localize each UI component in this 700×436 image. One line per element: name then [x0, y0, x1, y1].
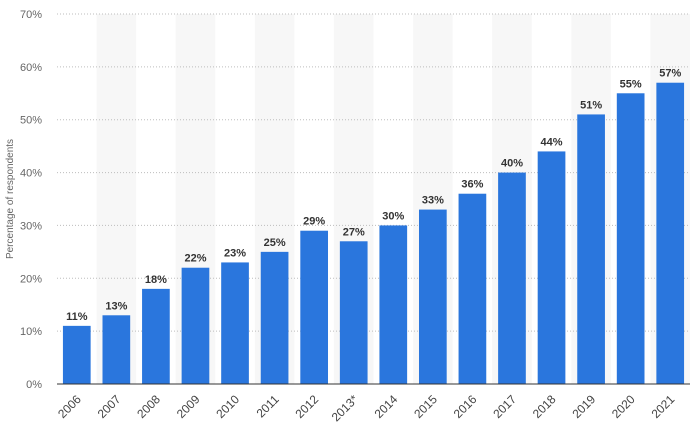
bar-2013* — [339, 241, 368, 384]
x-tick-label: 2014 — [372, 392, 401, 421]
y-axis-ticks: 0% 10% 20% 30% 40% 50% 60% 70% — [20, 9, 42, 391]
bars — [62, 82, 685, 385]
bar-2019 — [577, 114, 605, 384]
y-tick-label: 30% — [20, 220, 42, 232]
x-tick-label: 2007 — [95, 392, 124, 421]
data-label-2019: 51% — [580, 99, 602, 111]
bar-2021 — [656, 82, 685, 384]
data-label-2017: 40% — [501, 158, 523, 170]
x-tick-label: 2019 — [569, 392, 598, 421]
x-tick-label: 2016 — [451, 392, 480, 421]
x-tick-label: 2021 — [649, 392, 678, 421]
y-tick-label: 50% — [20, 115, 42, 127]
data-label-2006: 11% — [66, 311, 88, 323]
x-tick-label: 2009 — [174, 392, 203, 421]
bar-2015 — [418, 209, 447, 384]
x-tick-label: 2018 — [530, 392, 559, 421]
data-label-2015: 33% — [422, 195, 444, 207]
x-tick-label: 2020 — [609, 392, 638, 421]
x-tick-label: 2008 — [134, 392, 163, 421]
y-axis-title: Percentage of respondents — [5, 139, 16, 259]
data-label-2021: 57% — [659, 68, 681, 80]
y-tick-label: 40% — [20, 168, 42, 180]
bar-2011 — [260, 251, 289, 384]
data-label-2010: 23% — [224, 247, 246, 259]
bar-2018 — [537, 151, 566, 384]
x-axis-ticks: 2006 2007 2008 2009 2010 2011 2012 2013* 2014 201… — [55, 392, 677, 424]
bar-2010 — [221, 262, 249, 384]
data-label-2020: 55% — [620, 78, 642, 90]
x-tick-label: 2010 — [213, 392, 242, 421]
data-labels: 11% 13% 18% 22% 23% 25% 29% 27% 30% 33% 36% 40% 44% 5… — [66, 68, 681, 323]
bar-2012 — [300, 230, 329, 384]
x-tick-label: 2015 — [411, 392, 440, 421]
y-tick-label: 10% — [20, 326, 42, 338]
bar-2009 — [181, 267, 210, 384]
data-label-2012: 29% — [303, 216, 325, 228]
data-label-2011: 25% — [264, 237, 286, 249]
bar-2016 — [458, 193, 487, 384]
data-label-2007: 13% — [105, 300, 127, 312]
data-label-2009: 22% — [184, 253, 206, 265]
y-tick-label: 70% — [20, 9, 42, 21]
bar-2020 — [616, 93, 645, 385]
bar-2007 — [102, 315, 131, 384]
y-tick-label: 0% — [26, 379, 42, 391]
bar-2017 — [498, 172, 526, 384]
x-tick-label: 2017 — [490, 392, 519, 421]
x-tick-label: 2006 — [55, 392, 84, 421]
data-label-2013*: 27% — [343, 226, 365, 238]
y-tick-label: 20% — [20, 273, 42, 285]
bar-2014 — [379, 225, 408, 384]
data-label-2008: 18% — [145, 274, 167, 286]
bar-2008 — [142, 288, 170, 384]
x-tick-label: 2012 — [292, 392, 321, 421]
data-label-2016: 36% — [461, 179, 483, 191]
bar-2006 — [62, 325, 91, 384]
x-tick-label: 2013* — [329, 392, 361, 424]
y-tick-label: 60% — [20, 62, 42, 74]
x-tick-label: 2011 — [254, 392, 282, 420]
data-label-2014: 30% — [382, 210, 404, 222]
data-label-2018: 44% — [541, 136, 563, 148]
